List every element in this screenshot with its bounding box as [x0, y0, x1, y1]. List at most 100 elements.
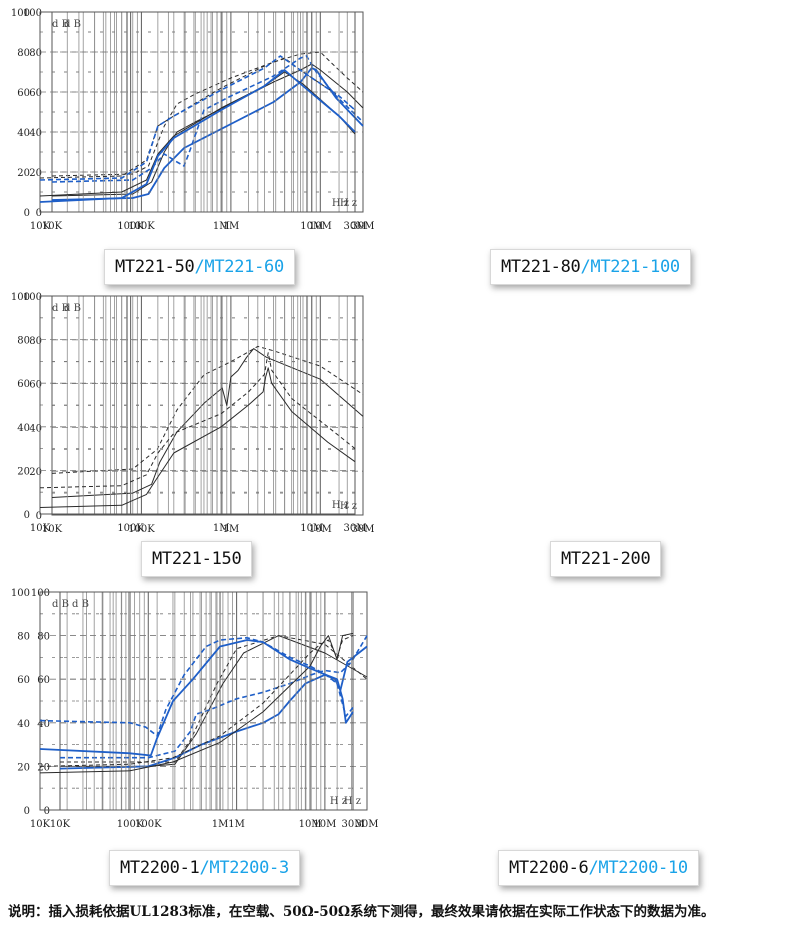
x-tick-label: 10M — [299, 819, 322, 830]
x-tick-label: 10K — [50, 819, 71, 830]
x-tick-label: 10K — [42, 221, 63, 232]
x-unit-label: H z — [340, 198, 357, 209]
y-tick-label: 60 — [29, 88, 42, 99]
x-unit-label: H z — [332, 198, 349, 209]
y-tick-label: 20 — [37, 762, 50, 773]
x-unit-label: H z — [340, 501, 357, 512]
y-tick-label: 0 — [24, 510, 30, 521]
plot-frame — [39, 11, 356, 213]
x-tick-label: 10M — [300, 221, 323, 232]
x-tick-label: 30M — [344, 523, 367, 534]
x-tick-label: 30M — [352, 221, 375, 232]
y-tick-label: 40 — [17, 423, 30, 434]
caption-alt: MT221-100 — [590, 257, 680, 277]
caption-alt: MT2200-10 — [598, 858, 688, 878]
x-tick-label: 100K — [117, 221, 144, 232]
series-line-blue-dashed — [39, 55, 356, 181]
x-tick-label: 100K — [117, 523, 144, 534]
series-line-black-dashed — [51, 345, 364, 474]
y-tick-label: 80 — [17, 632, 30, 643]
x-tick-label: 1M — [223, 221, 240, 232]
y-tick-label: 20 — [17, 466, 30, 477]
y-tick-label: 100 — [23, 292, 42, 303]
x-tick-label: 1M — [212, 819, 229, 830]
caption-main: MT2200-6 — [509, 858, 589, 878]
caption-chart-5: MT2200-6/MT2200-10 — [498, 850, 699, 886]
series-line-black-dashed — [60, 635, 368, 763]
y-tick-label: 60 — [37, 675, 50, 686]
y-unit-label: d B — [72, 599, 89, 610]
x-tick-label: 30M — [352, 524, 375, 535]
series-line-black-solid — [39, 367, 356, 508]
caption-main: MT221-200 — [561, 549, 651, 569]
series-line-blue-dashed — [60, 635, 368, 759]
series-group — [39, 632, 354, 774]
y-tick-label: 100 — [11, 292, 30, 303]
caption-separator: / — [580, 257, 591, 277]
caption-main: MT221-50 — [115, 257, 195, 277]
x-tick-label: 100K — [117, 819, 144, 830]
chart-panel-mt221-200: 0 20 40 60 80 100 10K 100K 1M 10M 30M d B H z — [11, 285, 800, 537]
y-tick-label: 20 — [17, 168, 30, 179]
y-unit-label: d B — [52, 19, 69, 30]
y-tick-label: 0 — [36, 208, 42, 219]
series-line-black-dashed — [39, 352, 356, 489]
chart-panel-mt221-80: 0 20 40 60 80 100 10K 100K 1M 10M 30M d B H z — [11, 0, 800, 245]
x-tick-label: 10M — [313, 819, 336, 830]
y-tick-label: 60 — [17, 88, 30, 99]
y-unit-label: d B — [64, 19, 81, 30]
y-tick-label: 20 — [29, 168, 42, 179]
y-tick-label: 80 — [37, 632, 50, 643]
x-tick-label: 30M — [344, 221, 367, 232]
series-line-black-dashed — [39, 635, 354, 767]
y-tick-label: 80 — [29, 48, 42, 59]
x-tick-label: 100K — [128, 221, 155, 232]
series-line-black-dashed — [39, 57, 356, 179]
grid — [40, 12, 355, 212]
series-line-black-solid — [39, 71, 356, 197]
y-tick-label: 100 — [23, 8, 42, 19]
x-tick-label: 10M — [309, 524, 332, 535]
caption-chart-2: MT221-150 — [141, 541, 253, 577]
caption-alt: MT2200-3 — [209, 858, 289, 878]
caption-separator: / — [588, 858, 599, 878]
y-tick-label: 80 — [17, 48, 30, 59]
y-unit-label: d B — [64, 303, 81, 314]
series-group — [39, 352, 356, 508]
y-tick-label: 0 — [24, 208, 30, 219]
x-tick-label: 10K — [30, 523, 51, 534]
grid — [40, 592, 353, 810]
x-tick-label: 10M — [309, 221, 332, 232]
caption-chart-4: MT2200-1/MT2200-3 — [109, 850, 300, 886]
chart-panel-mt2200-6: 0 20 40 60 80 100 10K 100K 1M 10M 30M d B H z — [11, 580, 800, 835]
caption-main: MT221-150 — [152, 549, 242, 569]
caption-chart-1: MT221-80/MT221-100 — [490, 249, 691, 285]
series-line-black-dashed — [51, 51, 364, 177]
y-unit-label: d B — [52, 599, 69, 610]
plot-frame — [39, 591, 354, 811]
x-tick-label: 10M — [300, 523, 323, 534]
chart-5: 0 20 40 60 80 100 10K 100K 1M 10M 30M d B H z — [11, 588, 365, 830]
caption-chart-0: MT221-50/MT221-60 — [104, 249, 295, 285]
series-line-blue-solid — [39, 69, 356, 203]
series-line-black-solid — [39, 632, 354, 774]
caption-separator: / — [194, 257, 205, 277]
x-tick-label: 30M — [356, 819, 379, 830]
y-tick-label: 40 — [29, 128, 42, 139]
caption-chart-3: MT221-200 — [550, 541, 662, 577]
y-tick-label: 80 — [29, 336, 42, 347]
x-tick-label: 100K — [135, 819, 162, 830]
y-tick-label: 40 — [29, 423, 42, 434]
caption-separator: / — [199, 858, 210, 878]
series-line-blue-solid — [51, 67, 364, 201]
plot-frame — [39, 295, 356, 515]
y-tick-label: 20 — [29, 467, 42, 478]
series-line-black-solid — [51, 348, 364, 498]
y-tick-label: 100 — [11, 588, 30, 599]
caption-alt: MT221-60 — [204, 257, 284, 277]
x-tick-label: 1M — [213, 221, 230, 232]
caption-main: MT2200-1 — [120, 858, 200, 878]
x-unit-label: H z — [330, 796, 347, 807]
x-tick-label: 1M — [223, 524, 240, 535]
x-tick-label: 10K — [42, 524, 63, 535]
